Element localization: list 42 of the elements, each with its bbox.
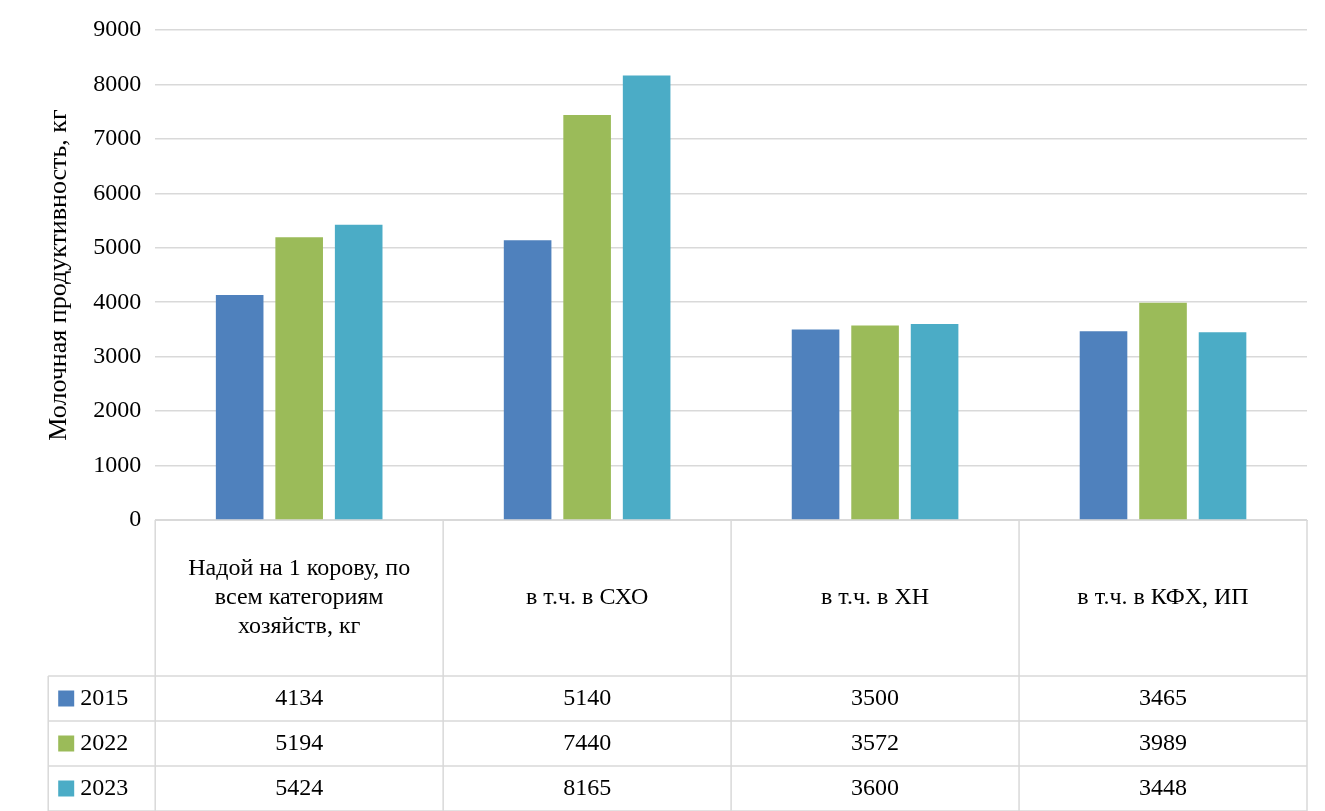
y-tick-label: 2000 [93,396,142,423]
data-label: 4134 [275,683,324,710]
x-tick-label: Надой на 1 корову, по всем категориям хозяйств, кг [188,554,411,639]
data-label: 3989 [1139,728,1188,755]
data-label: 7440 [563,728,612,755]
bar [503,240,552,520]
y-tick-label: 3000 [93,341,142,368]
data-label: 5194 [275,728,324,755]
y-tick-label: 9000 [93,15,142,42]
x-tick-label: в т.ч. в СХО [526,583,649,610]
data-label: 3500 [851,683,900,710]
bar [275,237,323,520]
y-tick-label: 0 [129,505,142,532]
legend-label: 2022 [80,728,129,755]
y-tick-label: 4000 [93,287,142,314]
y-tick-label: 8000 [93,69,142,96]
bar [791,329,840,520]
bar [622,75,671,520]
data-label: 3448 [1139,773,1188,800]
y-tick-label: 6000 [93,178,142,205]
data-label: 3572 [851,728,900,755]
bar [334,224,383,520]
legend-label: 2023 [80,773,129,800]
data-label: 5140 [563,683,612,710]
x-tick-label: в т.ч. в КФХ, ИП [1077,583,1249,610]
data-label: 3600 [851,773,900,800]
bar [1198,332,1247,520]
data-label: 5424 [275,773,324,800]
x-tick-label: в т.ч. в ХН [821,583,930,610]
y-tick-label: 7000 [93,124,142,151]
bar [1079,331,1128,520]
y-tick-label: 1000 [93,450,142,477]
bar [1139,302,1187,520]
y-tick-label: 5000 [93,233,142,260]
data-label: 3465 [1139,683,1188,710]
legend-label: 2015 [80,683,129,710]
bar [563,114,611,520]
y-axis-title: Молочная продуктивность, кг [43,109,73,441]
bar [910,324,959,520]
bar [215,294,264,520]
bar [851,325,899,520]
data-label: 8165 [563,773,612,800]
